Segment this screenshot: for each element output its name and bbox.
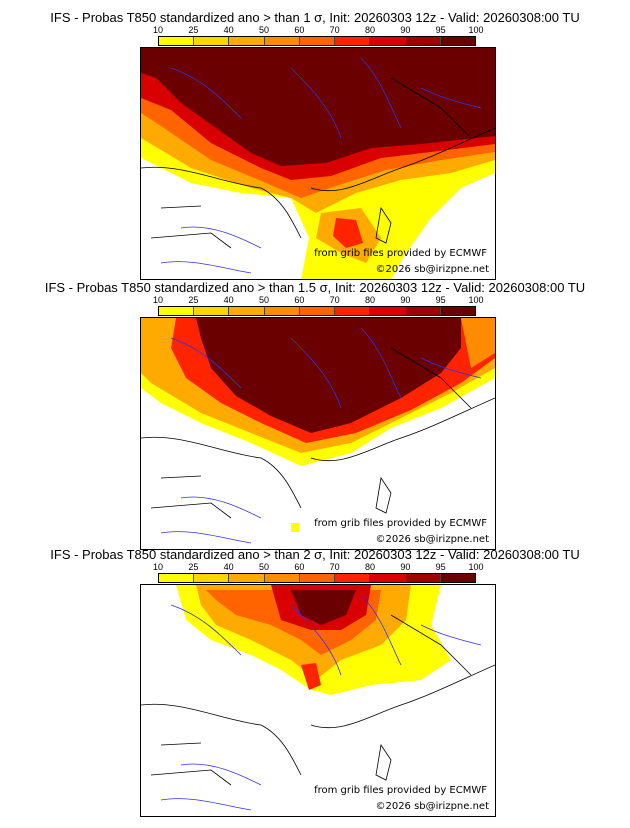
copyright-credit: ©2026 sb@irizpne.net — [375, 801, 489, 812]
colorbar-tick-label: 40 — [223, 562, 234, 572]
colorbar-tick-label: 70 — [329, 25, 340, 35]
source-credit: from grib files provided by ECMWF — [314, 518, 487, 529]
probability-contour — [333, 218, 363, 248]
probability-contour — [291, 523, 299, 532]
colorbar-tick-label: 10 — [152, 295, 164, 305]
source-credit: from grib files provided by ECMWF — [314, 785, 487, 796]
colorbar-tick-label: 40 — [223, 295, 234, 305]
colorbar-segment — [159, 307, 195, 315]
probability-contour — [196, 318, 461, 433]
colorbar-segment — [159, 574, 195, 582]
colorbar — [158, 36, 476, 46]
map-panel-2sigma: IFS - Probas T850 standardized ano > tha… — [0, 547, 630, 817]
colorbar-ticks: 10 25 40 50 60 70 80 90 95 100 — [153, 562, 484, 572]
colorbar-segment — [299, 307, 336, 315]
colorbar-tick-label: 90 — [400, 25, 411, 35]
colorbar-segment — [299, 574, 336, 582]
colorbar-segment — [405, 574, 441, 582]
copyright-credit: ©2026 sb@irizpne.net — [375, 534, 489, 545]
map-panel-1sigma: IFS - Probas T850 standardized ano > tha… — [0, 10, 630, 280]
colorbar-tick-label: 80 — [364, 295, 376, 305]
map-panel-1-5sigma: IFS - Probas T850 standardized ano > tha… — [0, 280, 630, 550]
panel-title: IFS - Probas T850 standardized ano > tha… — [44, 280, 586, 295]
coastline-lines — [141, 347, 495, 519]
colorbar-tick-label: 100 — [468, 25, 484, 35]
colorbar-segment — [370, 37, 406, 45]
colorbar-tick-label: 10 — [152, 25, 164, 35]
colorbar — [158, 573, 476, 583]
colorbar-segment — [194, 307, 230, 315]
colorbar-tick-label: 95 — [435, 25, 446, 35]
colorbar — [158, 306, 476, 316]
colorbar-tick-label: 60 — [294, 25, 305, 35]
colorbar-tick-label: 90 — [400, 562, 411, 572]
colorbar-tick-label: 60 — [294, 562, 305, 572]
colorbar-tick-label: 95 — [435, 562, 446, 572]
probability-field — [141, 585, 495, 811]
river-lines — [160, 594, 482, 811]
colorbar-tick-label: 95 — [435, 295, 446, 305]
river-lines — [160, 327, 482, 544]
colorbar-tick-label: 100 — [468, 562, 484, 572]
coastline-lines — [141, 77, 495, 249]
colorbar-tick-label: 70 — [329, 295, 340, 305]
probability-map: from grib files provided by ECMWF ©2026 … — [140, 47, 496, 280]
colorbar-segment — [194, 37, 230, 45]
colorbar-segment — [194, 574, 230, 582]
colorbar-segment — [335, 37, 371, 45]
colorbar-segment — [229, 307, 265, 315]
colorbar-tick-label: 80 — [364, 25, 376, 35]
colorbar-segment — [229, 37, 265, 45]
colorbar-segment — [264, 37, 300, 45]
colorbar-segment — [264, 574, 300, 582]
probability-map: from grib files provided by ECMWF ©2026 … — [140, 584, 496, 817]
colorbar-tick-label: 25 — [188, 295, 199, 305]
colorbar-segment — [299, 37, 336, 45]
colorbar-ticks: 10 25 40 50 60 70 80 90 95 100 — [153, 25, 484, 35]
colorbar-tick-label: 25 — [188, 25, 199, 35]
colorbar-ticks: 10 25 40 50 60 70 80 90 95 100 — [153, 295, 484, 305]
colorbar-tick-label: 70 — [329, 562, 340, 572]
colorbar-tick-label: 25 — [188, 562, 199, 572]
probability-field — [141, 48, 495, 279]
colorbar-tick-label: 50 — [258, 562, 270, 572]
colorbar-segment — [229, 574, 265, 582]
colorbar-tick-label: 40 — [223, 25, 234, 35]
probability-map: from grib files provided by ECMWF ©2026 … — [140, 317, 496, 550]
colorbar-tick-label: 50 — [258, 295, 270, 305]
source-credit: from grib files provided by ECMWF — [314, 248, 487, 259]
colorbar-segment — [370, 307, 406, 315]
colorbar-segment — [159, 37, 195, 45]
probability-contour — [141, 48, 495, 166]
probability-contour — [301, 663, 321, 690]
river-lines — [160, 57, 482, 274]
colorbar-segment — [264, 307, 300, 315]
panel-title: IFS - Probas T850 standardized ano > tha… — [50, 10, 580, 25]
colorbar-segment — [335, 574, 371, 582]
colorbar-tick-label: 50 — [258, 25, 270, 35]
colorbar-segment — [335, 307, 371, 315]
copyright-credit: ©2026 sb@irizpne.net — [375, 264, 489, 275]
panel-title: IFS - Probas T850 standardized ano > tha… — [50, 547, 580, 562]
colorbar-tick-label: 80 — [364, 562, 376, 572]
colorbar-segment — [370, 574, 406, 582]
colorbar-segment — [440, 307, 475, 315]
probability-contour — [461, 318, 495, 368]
probability-field — [141, 318, 495, 544]
colorbar-segment — [405, 37, 441, 45]
coastline-lines — [141, 614, 495, 786]
colorbar-segment — [440, 37, 475, 45]
colorbar-tick-label: 60 — [294, 295, 305, 305]
colorbar-tick-label: 90 — [400, 295, 411, 305]
colorbar-tick-label: 10 — [152, 562, 164, 572]
colorbar-segment — [405, 307, 441, 315]
probability-contour — [291, 590, 356, 625]
colorbar-segment — [440, 574, 475, 582]
colorbar-tick-label: 100 — [468, 295, 484, 305]
